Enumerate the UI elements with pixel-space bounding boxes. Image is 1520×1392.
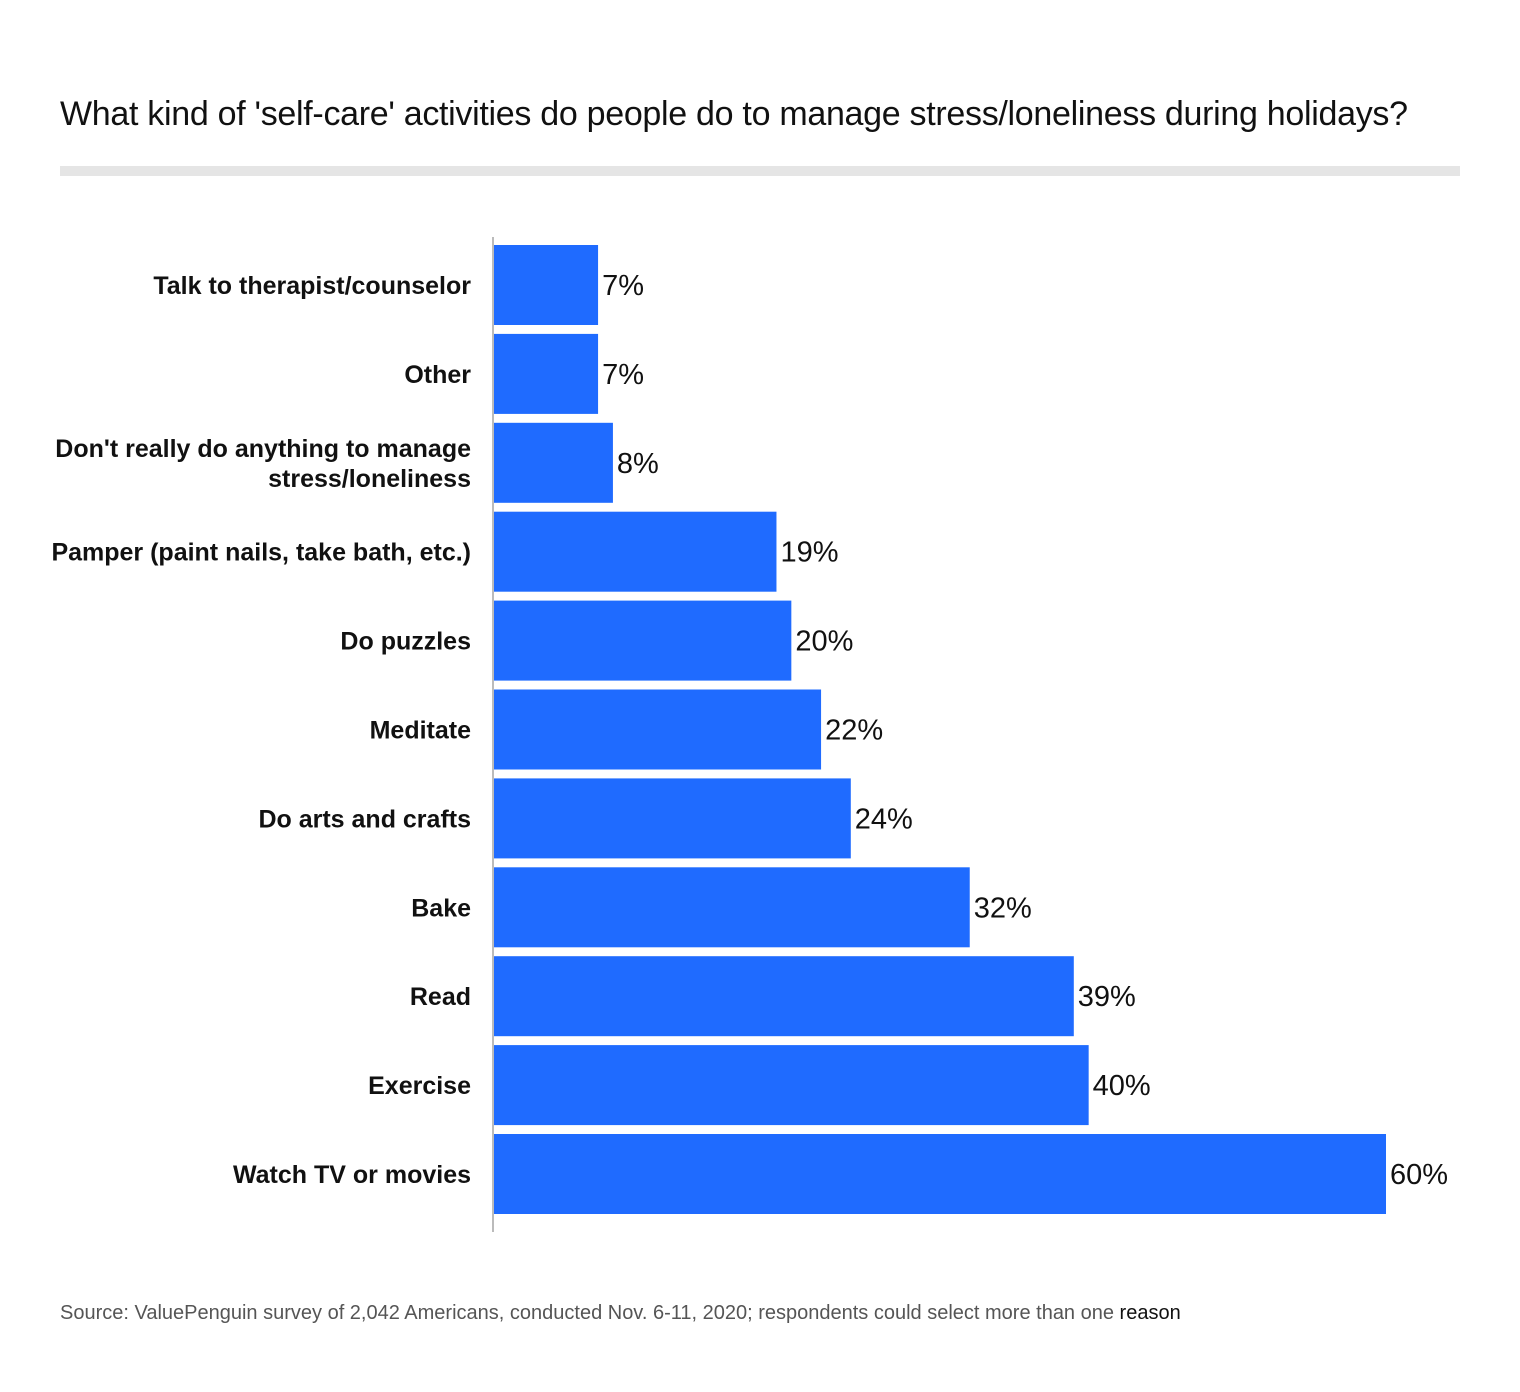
category-label-line: Don't really do anything to manage (55, 435, 471, 463)
value-labels-group: 7% 7% 8% 19% 20% 22% 24% 32% 39% 40% 60% (602, 270, 1448, 1191)
value-label: 60% (1390, 1159, 1448, 1191)
category-label-line: Talk to therapist/counselor (153, 272, 471, 300)
chart-title: What kind of 'self-care' activities do p… (60, 95, 1408, 133)
bar (494, 333, 599, 414)
value-label: 7% (602, 270, 644, 302)
source-text: Source: ValuePenguin survey of 2,042 Ame… (60, 1302, 1114, 1324)
bar (494, 422, 613, 503)
bar (494, 778, 851, 859)
category-label: Don't really do anything to manage stress… (55, 435, 471, 493)
category-label: Exercise (368, 1072, 471, 1100)
category-label-line: Pamper (paint nails, take bath, etc.) (51, 539, 471, 567)
bar (494, 245, 599, 325)
value-label: 8% (617, 448, 659, 480)
category-label: Do arts and crafts (258, 805, 471, 833)
source-note: Source: ValuePenguin survey of 2,042 Ame… (60, 1300, 1181, 1326)
category-label: Other (404, 361, 471, 389)
category-label-line: Do puzzles (340, 628, 471, 656)
category-label-line: Exercise (368, 1072, 471, 1100)
value-label: 19% (780, 537, 838, 569)
category-label-line: stress/loneliness (268, 465, 471, 493)
bar (494, 1134, 1386, 1214)
category-label: Meditate (370, 717, 472, 745)
category-label: Do puzzles (340, 628, 471, 656)
value-label: 40% (1093, 1070, 1151, 1102)
value-label: 20% (795, 626, 853, 658)
category-labels-group: Talk to therapist/counselor Other Don't re… (51, 272, 471, 1189)
category-label: Bake (411, 894, 471, 922)
bar (494, 511, 777, 592)
bar (494, 689, 822, 770)
source-last-word: reason (1119, 1302, 1181, 1324)
category-label-line: Bake (411, 894, 471, 922)
category-label: Pamper (paint nails, take bath, etc.) (51, 539, 471, 567)
value-label: 39% (1078, 981, 1136, 1013)
value-label: 7% (602, 359, 644, 391)
value-label: 32% (974, 892, 1032, 924)
category-label-line: Do arts and crafts (258, 805, 471, 833)
category-label-line: Watch TV or movies (233, 1161, 471, 1189)
bar (494, 1045, 1089, 1126)
category-label: Talk to therapist/counselor (153, 272, 471, 300)
title-divider (60, 166, 1460, 176)
category-label: Read (410, 983, 471, 1011)
bar (494, 956, 1074, 1037)
category-label-line: Read (410, 983, 471, 1011)
value-label: 24% (855, 803, 913, 835)
category-label-line: Other (404, 361, 471, 389)
bar (494, 600, 792, 681)
category-label-line: Meditate (370, 717, 472, 745)
category-label: Watch TV or movies (233, 1161, 471, 1189)
bar (494, 867, 970, 948)
value-label: 22% (825, 715, 883, 747)
bars-group (494, 245, 1386, 1214)
